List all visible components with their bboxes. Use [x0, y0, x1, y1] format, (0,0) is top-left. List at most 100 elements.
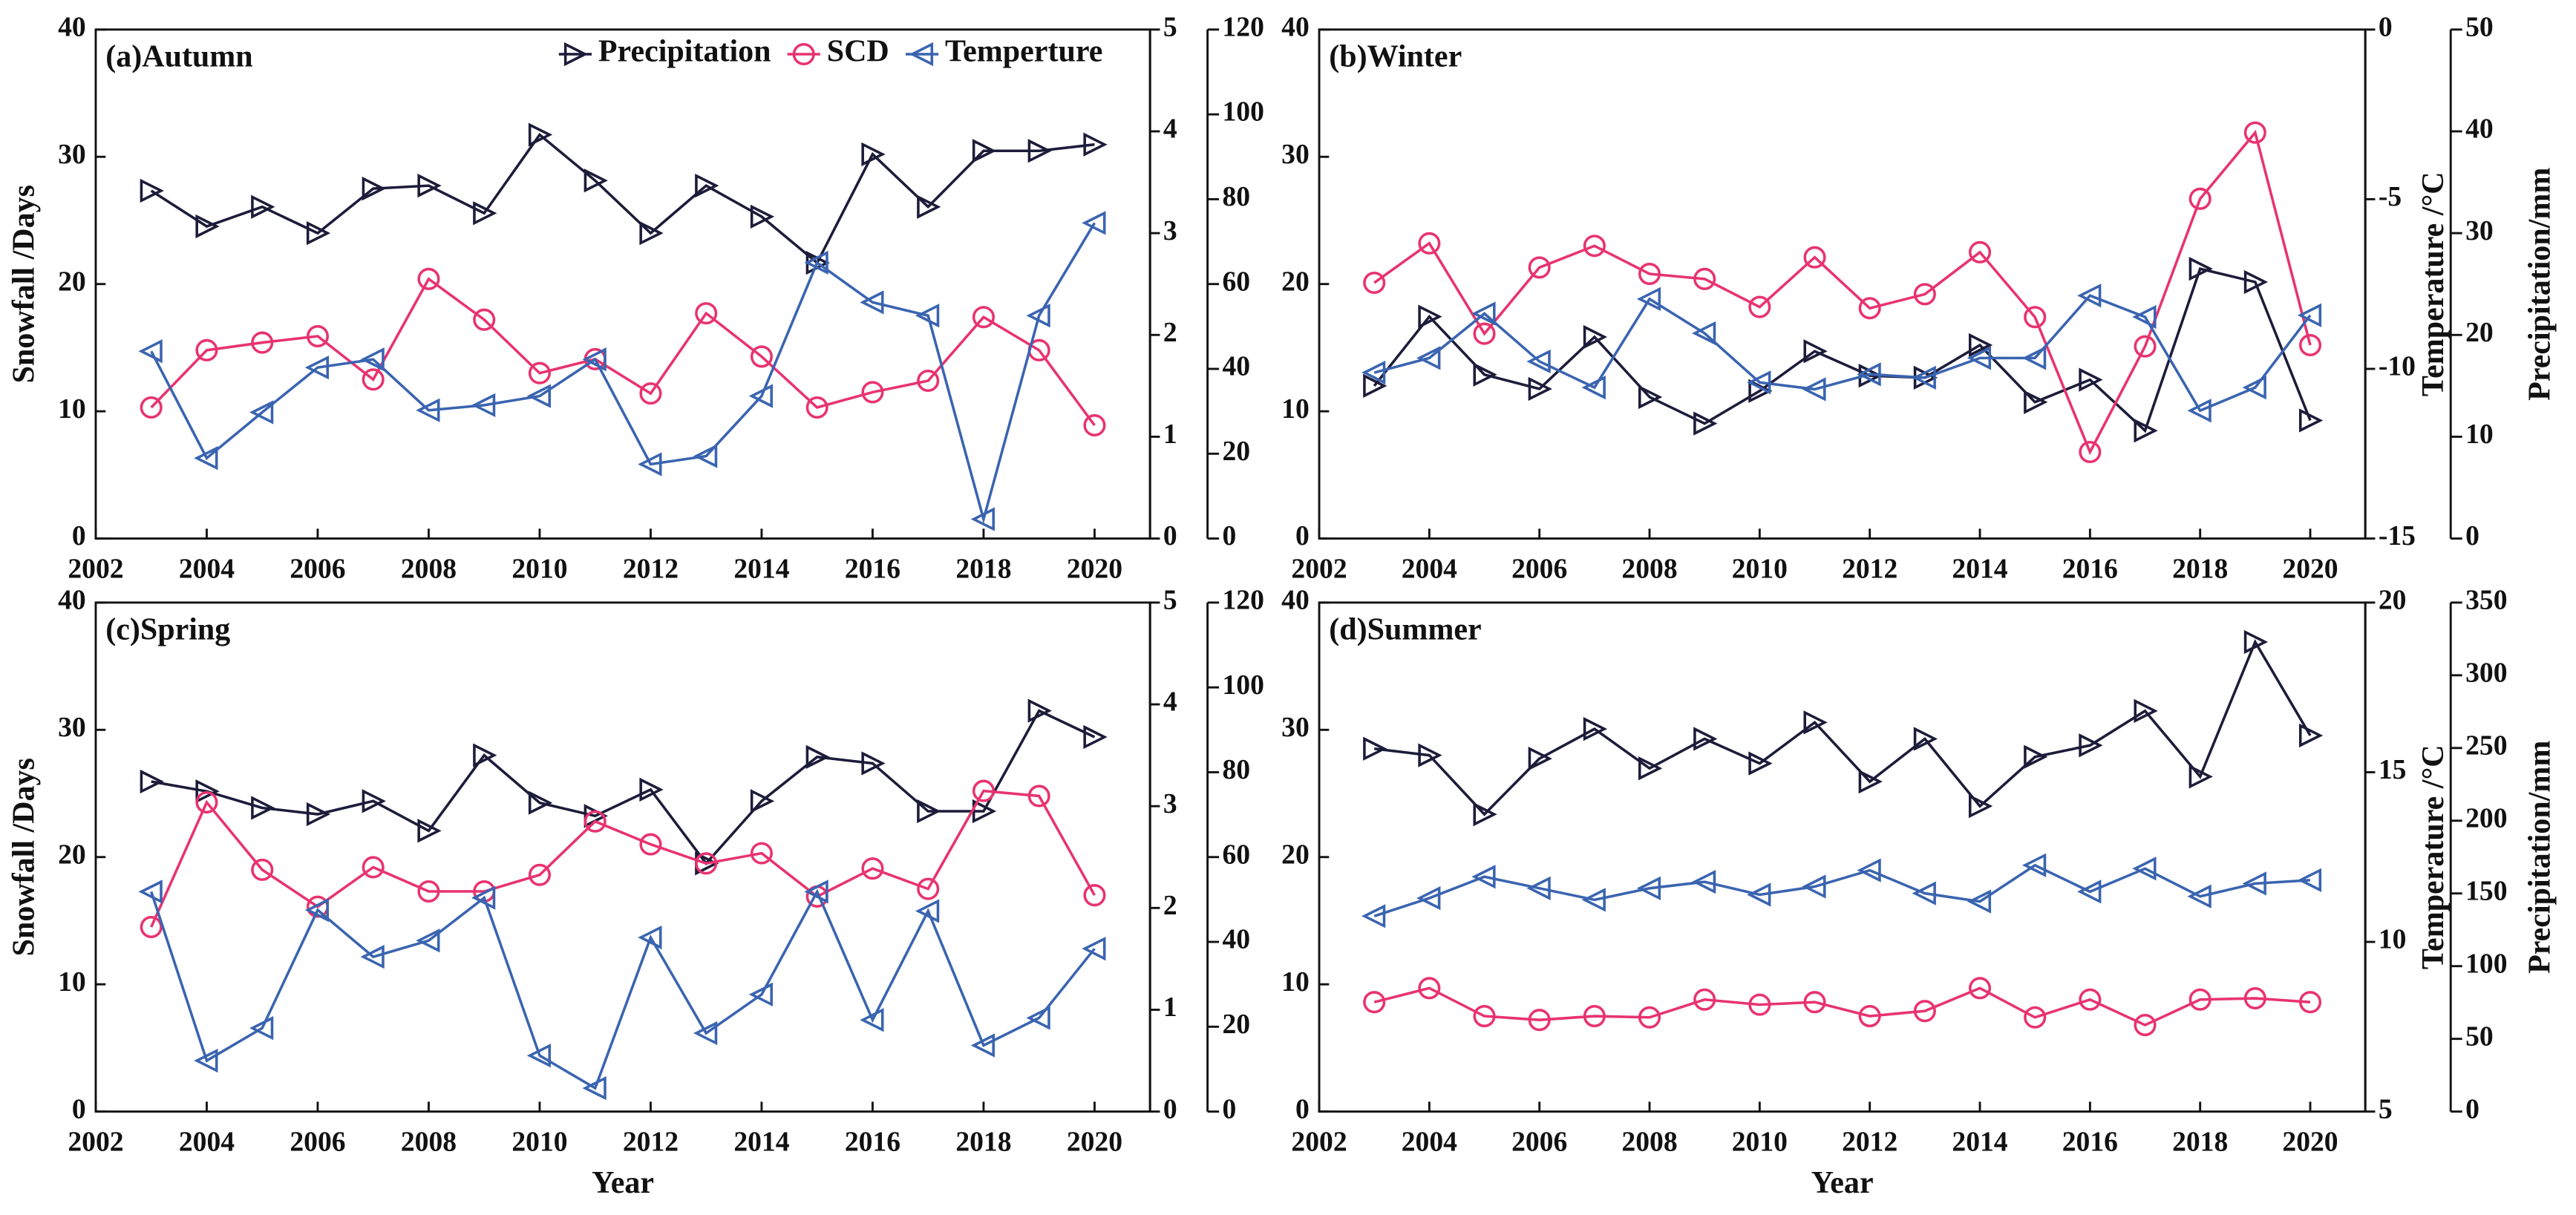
- marker: [471, 885, 496, 910]
- y3-tick-label: 120: [1223, 584, 1264, 615]
- marker: [249, 400, 274, 425]
- marker: [972, 139, 997, 163]
- marker: [2187, 884, 2211, 908]
- marker: [526, 384, 551, 408]
- marker: [563, 42, 589, 67]
- marker: [195, 338, 218, 361]
- y3-tick-label: 200: [2465, 802, 2507, 834]
- marker: [416, 929, 440, 953]
- y2-tick-label: 3: [1163, 215, 1177, 246]
- x-tick-label: 2018: [955, 1127, 1011, 1158]
- marker: [1748, 295, 1771, 318]
- marker: [1693, 411, 1718, 436]
- y3-tick-label: 50: [2465, 11, 2494, 42]
- marker: [1471, 865, 1496, 889]
- legend-label: Temperture: [945, 35, 1102, 69]
- marker: [750, 789, 775, 813]
- x-axis-label: Year: [1811, 1166, 1874, 1200]
- marker: [1473, 322, 1496, 345]
- marker: [917, 877, 940, 900]
- y3-tick-label: 40: [2465, 114, 2494, 145]
- marker: [528, 790, 553, 815]
- y3-tick-label: 100: [1223, 96, 1264, 128]
- y-tick-label: 0: [72, 520, 86, 551]
- marker: [861, 381, 884, 404]
- y-tick-label: 0: [1295, 1093, 1310, 1124]
- marker: [2188, 764, 2213, 789]
- marker: [638, 452, 662, 476]
- x-tick-label: 2012: [623, 553, 679, 584]
- y-tick-label: 30: [58, 139, 86, 170]
- marker: [2298, 408, 2324, 433]
- marker: [861, 857, 884, 880]
- marker: [2079, 440, 2102, 464]
- y3-tick-label: 80: [1223, 754, 1251, 785]
- y3-tick-label: 120: [1223, 11, 1264, 42]
- marker: [583, 168, 608, 193]
- marker: [1416, 885, 1441, 911]
- panel-title: (c)Spring: [105, 612, 230, 646]
- y2-tick-label: 5: [1163, 584, 1177, 615]
- x-tick-label: 2012: [1842, 553, 1897, 584]
- marker: [251, 858, 274, 881]
- marker: [804, 250, 828, 275]
- y2-tick-label: 1: [1163, 992, 1177, 1023]
- marker: [1968, 333, 1993, 358]
- y3-tick-label: 300: [2465, 657, 2507, 688]
- marker: [2243, 629, 2269, 655]
- y-tick-label: 20: [58, 839, 86, 870]
- y3-axis-label: Precipitation/mm: [2523, 741, 2557, 974]
- marker: [138, 339, 163, 364]
- y3-tick-label: 10: [2465, 419, 2494, 450]
- marker: [693, 1021, 718, 1046]
- marker: [1803, 339, 1828, 364]
- marker: [306, 220, 331, 246]
- y-tick-label: 20: [1281, 266, 1310, 297]
- marker: [417, 819, 442, 843]
- y2-tick-label: 0: [2379, 11, 2393, 42]
- y2-axis-label: Temperature /°C: [2416, 171, 2451, 396]
- marker: [1583, 235, 1606, 258]
- marker: [917, 799, 941, 824]
- x-tick-label: 2004: [1402, 1127, 1457, 1158]
- y2-tick-label: 0: [1163, 520, 1177, 551]
- y-tick-label: 30: [1281, 139, 1310, 170]
- y3-tick-label: 20: [1223, 436, 1251, 467]
- marker: [1027, 698, 1052, 723]
- marker: [251, 194, 275, 219]
- x-tick-label: 2018: [955, 553, 1011, 584]
- marker: [638, 925, 662, 950]
- y-tick-label: 40: [1281, 584, 1310, 615]
- marker: [639, 833, 662, 856]
- marker: [1802, 377, 1826, 402]
- y2-tick-label: 5: [1163, 11, 1177, 42]
- marker: [972, 799, 997, 824]
- y2-tick-label: 2: [1163, 317, 1177, 348]
- marker: [416, 398, 440, 422]
- marker: [304, 356, 330, 380]
- marker: [306, 324, 330, 348]
- marker: [360, 347, 385, 372]
- marker: [2024, 390, 2048, 414]
- marker: [1363, 271, 1386, 295]
- x-tick-label: 2004: [1402, 553, 1457, 584]
- marker: [362, 856, 385, 879]
- marker: [1913, 283, 1936, 306]
- y3-tick-label: 0: [1223, 520, 1237, 551]
- marker: [1361, 904, 1386, 929]
- marker: [2024, 1006, 2047, 1029]
- marker: [1363, 991, 1386, 1014]
- marker: [1636, 286, 1661, 311]
- marker: [1418, 977, 1441, 1000]
- marker: [1967, 346, 1992, 370]
- marker: [2021, 853, 2047, 877]
- marker: [1968, 240, 1992, 263]
- marker: [2298, 723, 2324, 748]
- marker: [860, 1008, 884, 1032]
- y2-tick-label: -10: [2379, 351, 2416, 382]
- y3-tick-label: 0: [2465, 1093, 2479, 1124]
- marker: [861, 751, 886, 776]
- marker: [362, 789, 386, 813]
- y-tick-label: 0: [72, 1093, 86, 1124]
